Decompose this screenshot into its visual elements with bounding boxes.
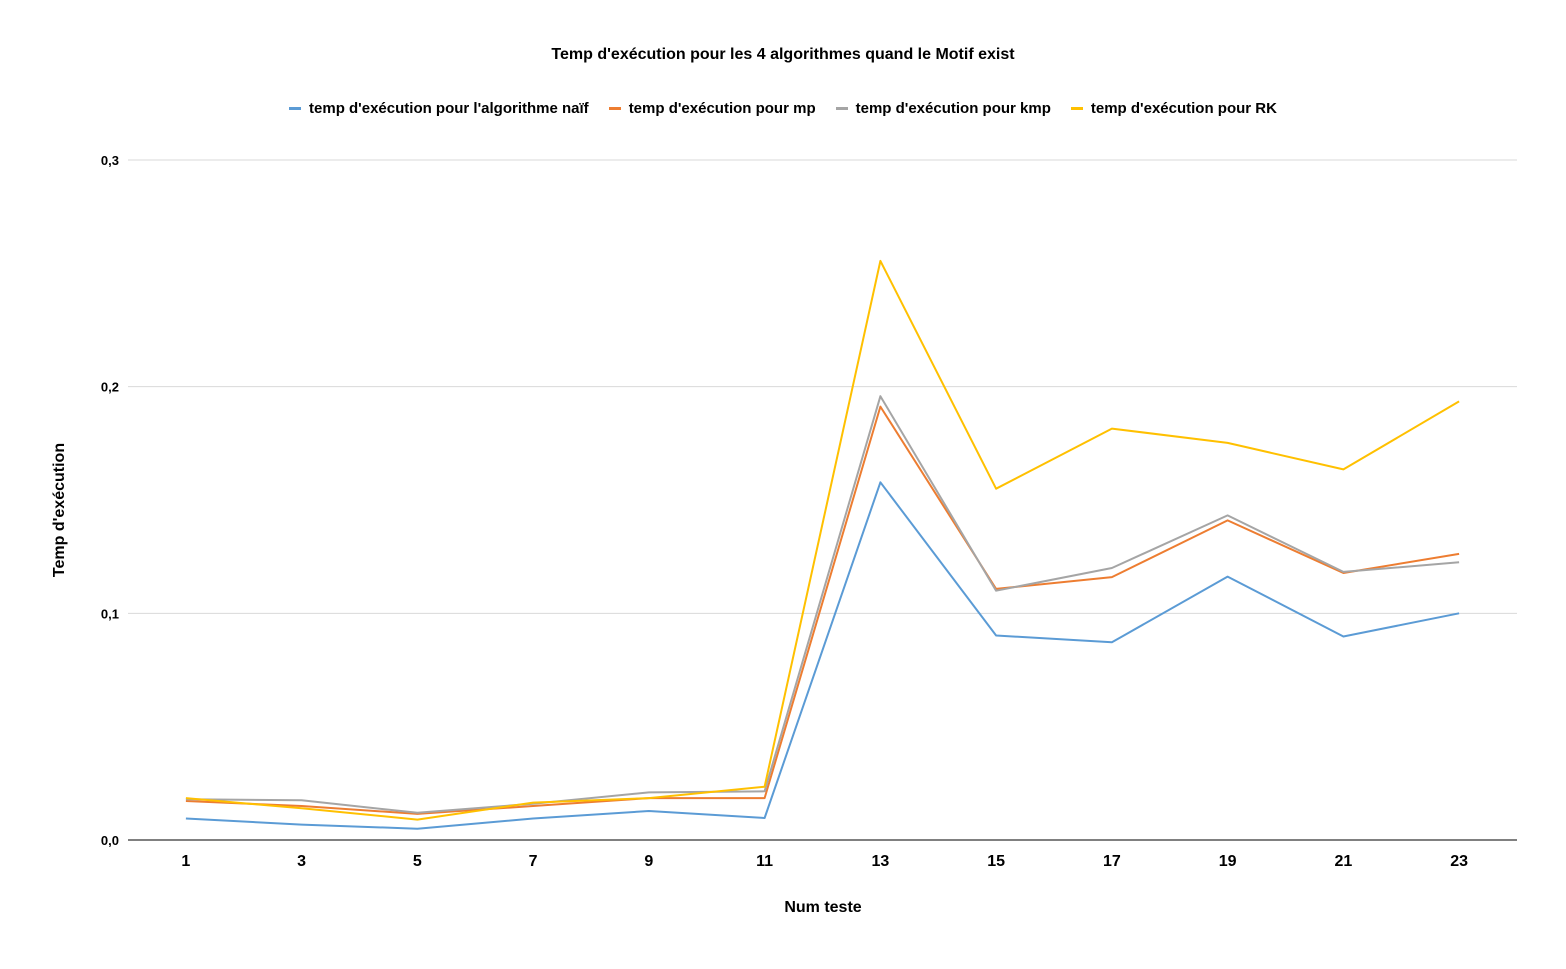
y-tick-label: 0,2 bbox=[101, 380, 119, 395]
x-tick-label: 5 bbox=[413, 853, 422, 870]
y-tick-label: 0,0 bbox=[101, 833, 119, 848]
legend-label: temp d'exécution pour mp bbox=[628, 100, 816, 117]
series-line-2 bbox=[185, 395, 1460, 814]
chart-title: Temp d'exécution pour les 4 algorithmes … bbox=[551, 46, 1015, 63]
legend-label: temp d'exécution pour RK bbox=[1090, 100, 1277, 117]
y-tick-label: 0,3 bbox=[101, 153, 119, 168]
x-axis-ticks: 1 3 5 7 9 11 13 15 17 19 21 23 bbox=[181, 853, 1468, 870]
series-line-1 bbox=[185, 405, 1460, 815]
legend-swatch bbox=[835, 107, 848, 110]
legend-item-mp[interactable]: temp d'exécution pour mp bbox=[608, 100, 816, 117]
legend-item-naif[interactable]: temp d'exécution pour l'algorithme naïf bbox=[289, 100, 589, 117]
x-tick-label: 3 bbox=[297, 853, 306, 870]
y-axis-ticks: 0,0 0,1 0,2 0,3 bbox=[101, 153, 119, 848]
x-tick-label: 19 bbox=[1219, 853, 1237, 870]
legend-swatch bbox=[289, 107, 302, 110]
x-tick-label: 13 bbox=[871, 853, 889, 870]
legend-label: temp d'exécution pour kmp bbox=[855, 100, 1051, 117]
x-tick-label: 7 bbox=[529, 853, 538, 870]
y-axis-title: Temp d'exécution bbox=[51, 442, 68, 578]
legend-item-rk[interactable]: temp d'exécution pour RK bbox=[1070, 100, 1277, 117]
x-tick-label: 23 bbox=[1450, 853, 1468, 870]
x-tick-label: 9 bbox=[644, 853, 653, 870]
legend: temp d'exécution pour l'algorithme naïf … bbox=[0, 100, 1566, 117]
legend-item-kmp[interactable]: temp d'exécution pour kmp bbox=[835, 100, 1051, 117]
x-tick-label: 17 bbox=[1103, 853, 1121, 870]
legend-label: temp d'exécution pour l'algorithme naïf bbox=[309, 100, 589, 117]
series-line-3 bbox=[185, 259, 1460, 821]
legend-swatch bbox=[1070, 107, 1083, 110]
y-tick-label: 0,1 bbox=[101, 606, 119, 621]
x-tick-label: 21 bbox=[1334, 853, 1352, 870]
gridlines bbox=[128, 159, 1517, 841]
x-tick-label: 11 bbox=[756, 853, 773, 870]
series-lines bbox=[185, 259, 1460, 830]
series-line-0 bbox=[185, 481, 1460, 830]
x-tick-label: 1 bbox=[181, 853, 190, 870]
x-tick-label: 15 bbox=[987, 853, 1005, 870]
x-axis-title: Num teste bbox=[784, 899, 862, 916]
legend-swatch bbox=[608, 107, 621, 110]
